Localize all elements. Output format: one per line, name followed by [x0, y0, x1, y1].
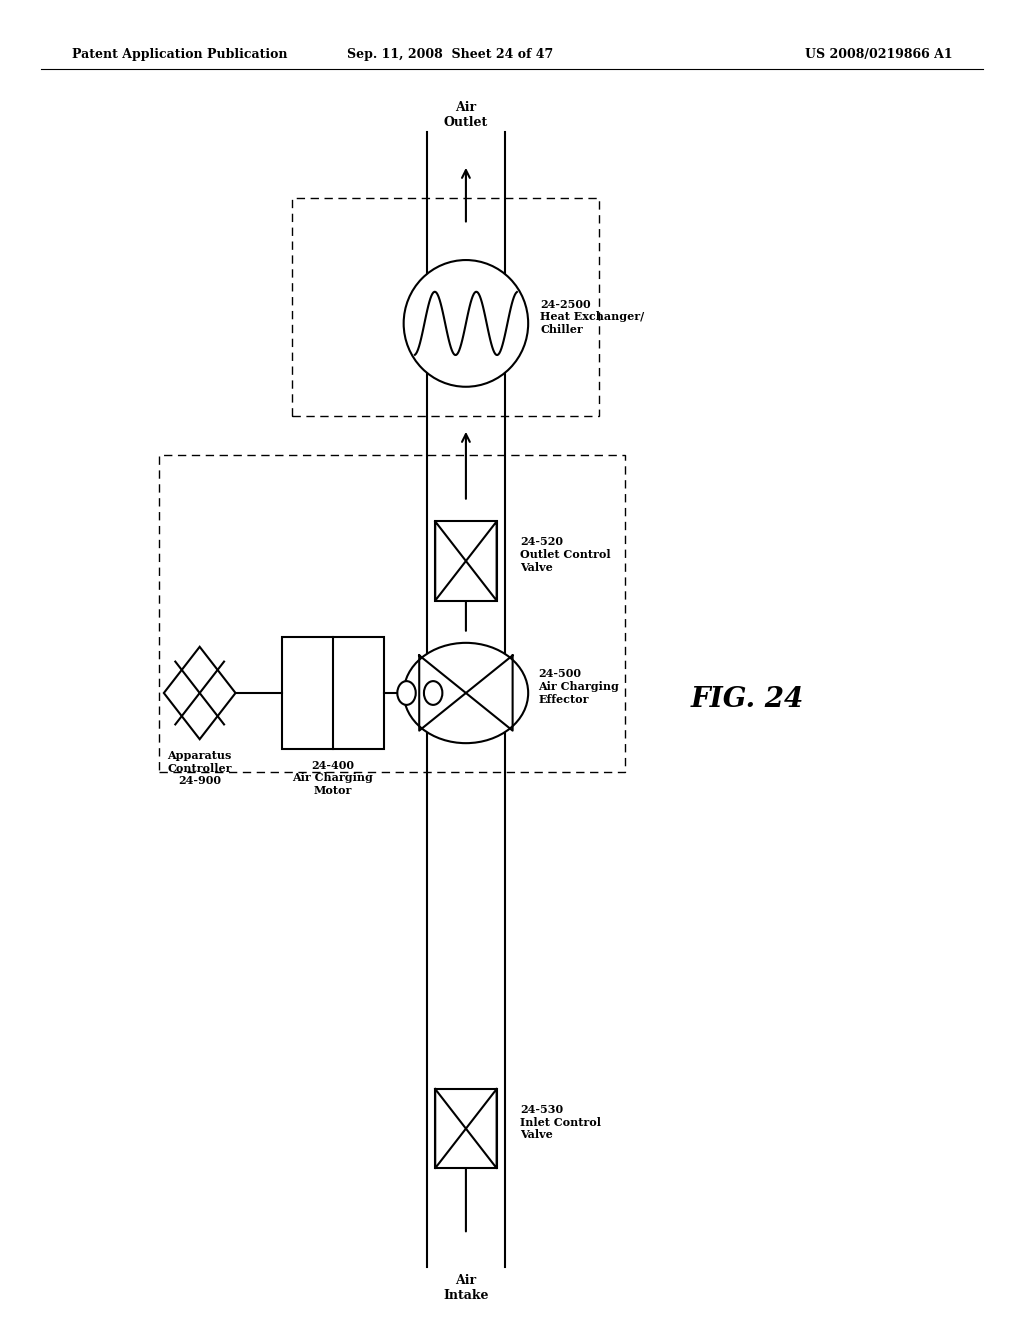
Ellipse shape	[403, 643, 528, 743]
Text: 24-400
Air Charging
Motor: 24-400 Air Charging Motor	[293, 759, 373, 796]
Text: US 2008/0219866 A1: US 2008/0219866 A1	[805, 48, 952, 61]
Text: Air
Outlet: Air Outlet	[443, 102, 488, 129]
Bar	[435, 521, 497, 601]
Bar	[282, 638, 384, 750]
Ellipse shape	[403, 260, 528, 387]
Text: 24-2500
Heat Exchanger/
Chiller: 24-2500 Heat Exchanger/ Chiller	[541, 298, 645, 335]
Bar	[159, 455, 625, 772]
Bar	[292, 198, 599, 416]
Text: 24-520
Outlet Control
Valve: 24-520 Outlet Control Valve	[520, 536, 611, 573]
Text: Air
Intake: Air Intake	[443, 1274, 488, 1302]
Text: Sep. 11, 2008  Sheet 24 of 47: Sep. 11, 2008 Sheet 24 of 47	[347, 48, 554, 61]
Text: Patent Application Publication: Patent Application Publication	[72, 48, 287, 61]
Text: 24-500
Air Charging
Effector: 24-500 Air Charging Effector	[539, 668, 620, 705]
Bar	[435, 1089, 497, 1168]
Circle shape	[397, 681, 416, 705]
Polygon shape	[164, 647, 236, 739]
Text: Apparatus
Controller
24-900: Apparatus Controller 24-900	[168, 750, 231, 787]
Circle shape	[424, 681, 442, 705]
Text: FIG. 24: FIG. 24	[691, 686, 804, 713]
Text: 24-530
Inlet Control
Valve: 24-530 Inlet Control Valve	[520, 1104, 601, 1140]
